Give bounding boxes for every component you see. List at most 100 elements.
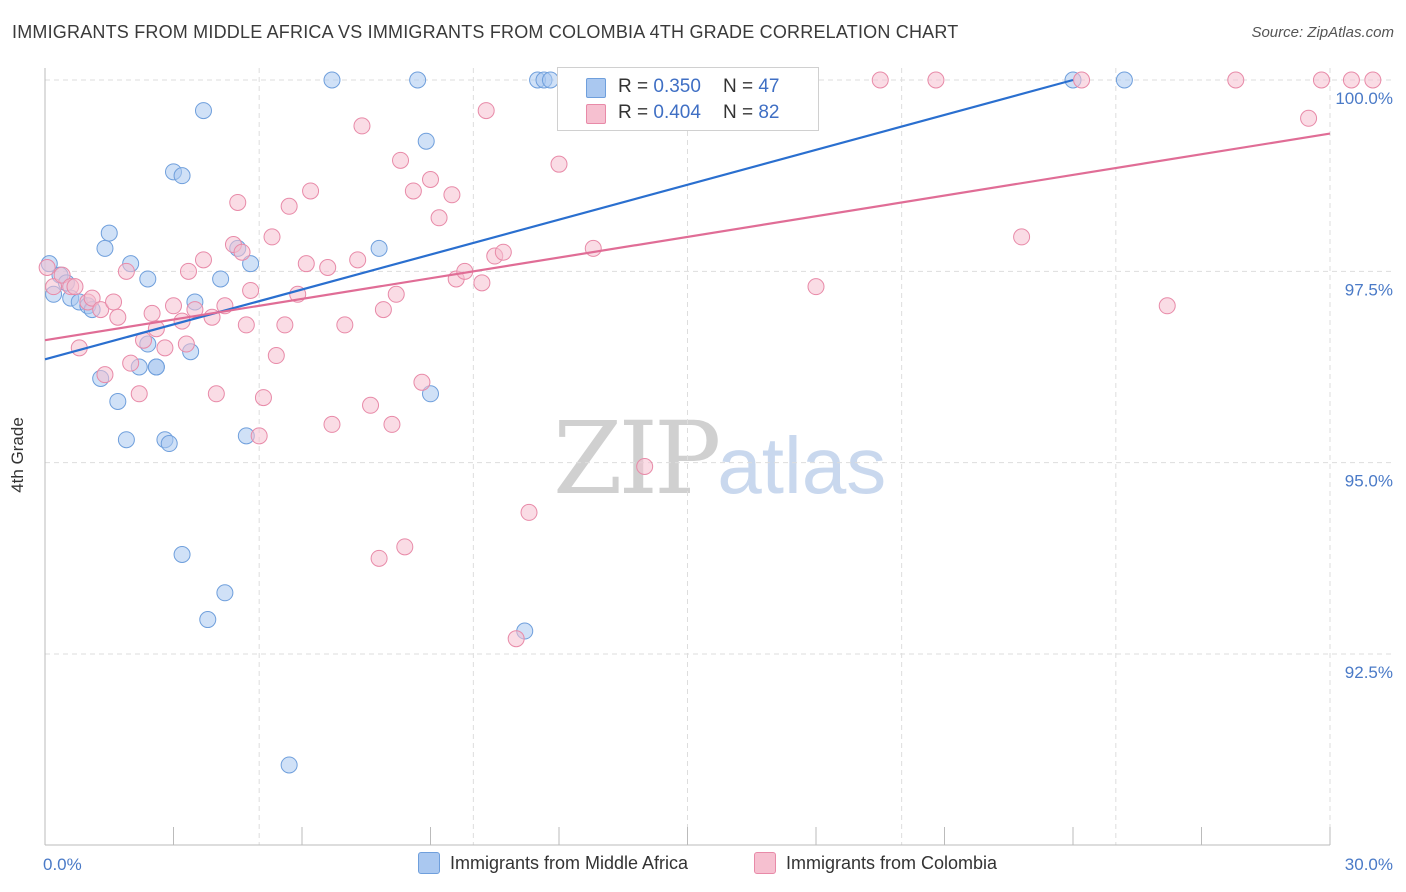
point-colombia: [122, 354, 140, 372]
point-colombia: [319, 259, 337, 277]
y-tick-label: 100.0%: [1335, 89, 1393, 108]
point-colombia: [117, 262, 135, 280]
legend-n-value: 82: [758, 102, 780, 123]
watermark: ZIPatlas: [553, 400, 886, 517]
point-middle-africa: [147, 358, 165, 376]
chart-source: Source: ZipAtlas.com: [1251, 24, 1394, 41]
legend-r-label: R =: [618, 102, 649, 123]
point-colombia: [179, 262, 197, 280]
bottom-legend-swatch-pink: [754, 852, 776, 874]
point-colombia: [871, 71, 889, 89]
point-colombia: [387, 285, 405, 303]
point-middle-africa: [139, 270, 157, 288]
legend-swatch-pink: [586, 104, 606, 124]
point-colombia: [494, 243, 512, 261]
point-colombia: [430, 209, 448, 227]
point-middle-africa: [370, 239, 388, 257]
point-middle-africa: [173, 546, 191, 564]
point-middle-africa: [212, 270, 230, 288]
point-middle-africa: [199, 611, 217, 629]
x-tick-label: 0.0%: [43, 855, 82, 874]
point-middle-africa: [117, 431, 135, 449]
point-colombia: [370, 549, 388, 567]
legend-n-label: N =: [722, 76, 754, 97]
point-colombia: [807, 278, 825, 296]
point-colombia: [392, 151, 410, 169]
chart-title: IMMIGRANTS FROM MIDDLE AFRICA VS IMMIGRA…: [12, 22, 959, 42]
point-colombia: [323, 415, 341, 433]
point-middle-africa: [323, 71, 341, 89]
point-colombia: [520, 503, 538, 521]
point-colombia: [280, 197, 298, 215]
point-colombia: [207, 385, 225, 403]
x-tick-label: 30.0%: [1345, 855, 1393, 874]
point-middle-africa: [216, 584, 234, 602]
point-colombia: [1342, 71, 1360, 89]
point-colombia: [302, 182, 320, 200]
point-colombia: [297, 255, 315, 273]
point-colombia: [1158, 297, 1176, 315]
legend-r-label: R =: [618, 76, 649, 97]
legend-n-label: N =: [722, 102, 754, 123]
legend-r-value: 0.350: [653, 76, 701, 97]
point-colombia: [143, 304, 161, 322]
point-colombia: [1013, 228, 1031, 246]
point-colombia: [45, 278, 63, 296]
point-colombia: [477, 102, 495, 120]
point-middle-africa: [409, 71, 427, 89]
point-middle-africa: [160, 435, 178, 453]
point-colombia: [443, 186, 461, 204]
point-colombia: [250, 427, 268, 445]
bottom-legend-blue: Immigrants from Middle Africa: [418, 852, 688, 874]
point-colombia: [550, 155, 568, 173]
point-colombia: [413, 373, 431, 391]
y-tick-label: 92.5%: [1345, 663, 1393, 682]
legend-box: R = 0.350 N = 47 R = 0.404 N = 82: [557, 67, 819, 131]
point-colombia: [362, 396, 380, 414]
point-colombia: [396, 538, 414, 556]
trend-line-colombia: [44, 132, 1331, 342]
point-middle-africa: [194, 102, 212, 120]
point-colombia: [92, 301, 110, 319]
point-colombia: [156, 339, 174, 357]
point-colombia: [473, 274, 491, 292]
point-colombia: [404, 182, 422, 200]
bottom-legend-swatch-blue: [418, 852, 440, 874]
point-colombia: [374, 301, 392, 319]
point-colombia: [237, 316, 255, 334]
point-colombia: [66, 278, 84, 296]
point-colombia: [267, 347, 285, 365]
point-colombia: [130, 385, 148, 403]
point-colombia: [177, 335, 195, 353]
point-colombia: [165, 297, 182, 315]
point-colombia: [349, 251, 367, 269]
point-middle-africa: [422, 385, 439, 403]
point-colombia: [1312, 71, 1330, 89]
point-colombia: [194, 251, 212, 269]
point-middle-africa: [100, 224, 118, 242]
point-middle-africa: [173, 167, 191, 185]
point-colombia: [105, 293, 123, 311]
point-colombia: [233, 243, 251, 261]
watermark-atlas: atlas: [717, 421, 887, 510]
watermark-zip: ZIP: [553, 400, 721, 517]
point-colombia: [353, 117, 371, 135]
point-middle-africa: [280, 756, 298, 774]
point-colombia: [636, 457, 654, 475]
point-colombia: [1227, 71, 1245, 89]
point-colombia: [1364, 71, 1382, 89]
point-colombia: [83, 289, 101, 307]
bottom-legend-label: Immigrants from Middle Africa: [450, 852, 689, 873]
point-middle-africa: [109, 392, 127, 410]
point-middle-africa: [96, 239, 114, 257]
legend-row-blue: R = 0.350 N = 47: [618, 74, 779, 100]
point-colombia: [109, 308, 127, 326]
point-middle-africa: [242, 255, 260, 273]
point-colombia: [336, 316, 354, 334]
point-colombia: [927, 71, 945, 89]
point-colombia: [507, 630, 525, 648]
point-middle-africa: [417, 132, 435, 150]
point-colombia: [254, 389, 272, 407]
legend-r-value: 0.404: [653, 102, 701, 123]
point-middle-africa: [1115, 71, 1133, 89]
